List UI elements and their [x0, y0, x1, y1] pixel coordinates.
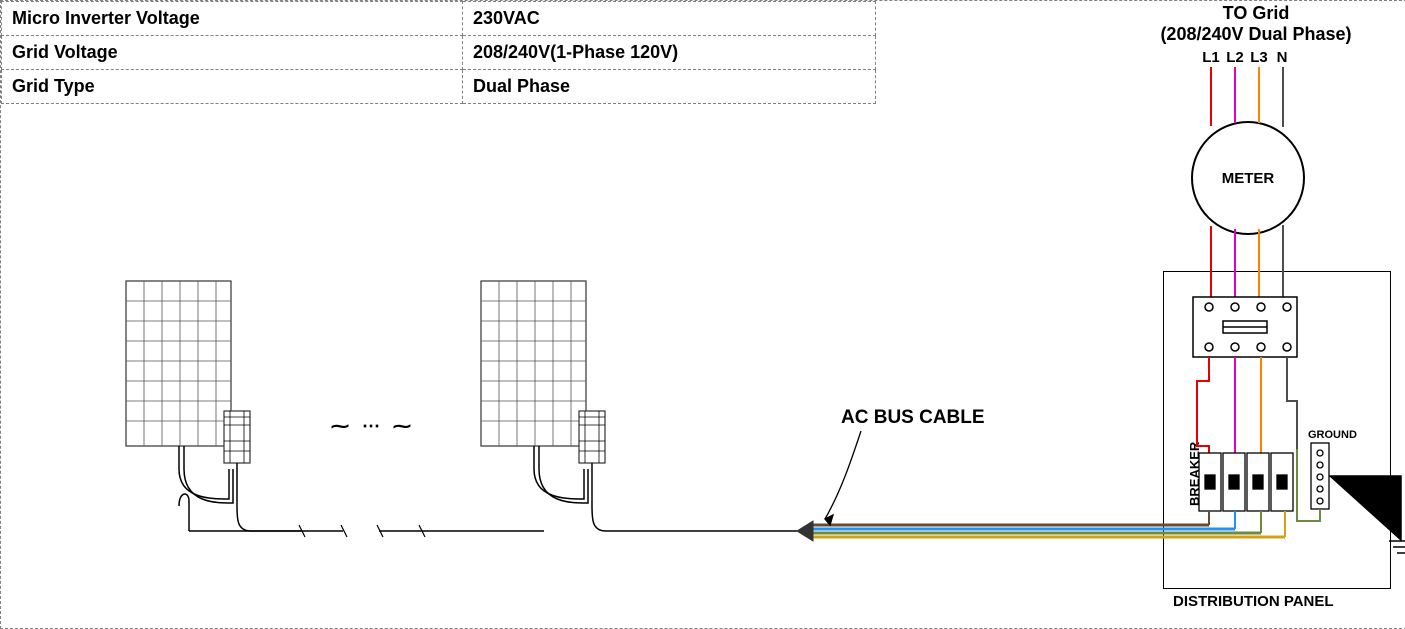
spec-key: Micro Inverter Voltage	[2, 2, 463, 36]
continuation-glyph: ⁓ ⋯ ⁓	[331, 416, 415, 437]
phase-label-N: N	[1273, 49, 1291, 66]
spec-value: 208/240V(1-Phase 120V)	[463, 36, 876, 70]
phase-label-L3: L3	[1249, 49, 1269, 66]
solar-unit-2	[421, 281, 641, 531]
ground-label: GROUND	[1308, 429, 1357, 441]
solar-unit-1	[126, 281, 301, 531]
spec-value: 230VAC	[463, 2, 876, 36]
meter-label: METER	[1222, 170, 1275, 187]
table-row: Grid Type Dual Phase	[2, 70, 876, 104]
grid-header-line1: TO Grid	[1223, 3, 1290, 23]
distribution-panel-label: DISTRIBUTION PANEL	[1173, 593, 1334, 610]
table-row: Micro Inverter Voltage 230VAC	[2, 2, 876, 36]
spec-key: Grid Type	[2, 70, 463, 104]
phase-labels: L1 L2 L3 N	[1201, 49, 1321, 66]
phase-label-L2: L2	[1225, 49, 1245, 66]
grid-header: TO Grid (208/240V Dual Phase)	[1111, 3, 1401, 44]
ac-bus-leader	[825, 431, 861, 525]
spec-key: Grid Voltage	[2, 36, 463, 70]
phase-label-L1: L1	[1201, 49, 1221, 66]
meter: METER	[1191, 121, 1305, 235]
spec-value: Dual Phase	[463, 70, 876, 104]
diagram-canvas: Micro Inverter Voltage 230VAC Grid Volta…	[0, 0, 1405, 629]
ac-bus-cable-label: AC BUS CABLE	[841, 407, 985, 429]
breaker-label: BREAKER	[1187, 442, 1202, 506]
spec-table: Micro Inverter Voltage 230VAC Grid Volta…	[1, 1, 876, 104]
grid-header-line2: (208/240V Dual Phase)	[1160, 24, 1351, 44]
table-row: Grid Voltage 208/240V(1-Phase 120V)	[2, 36, 876, 70]
